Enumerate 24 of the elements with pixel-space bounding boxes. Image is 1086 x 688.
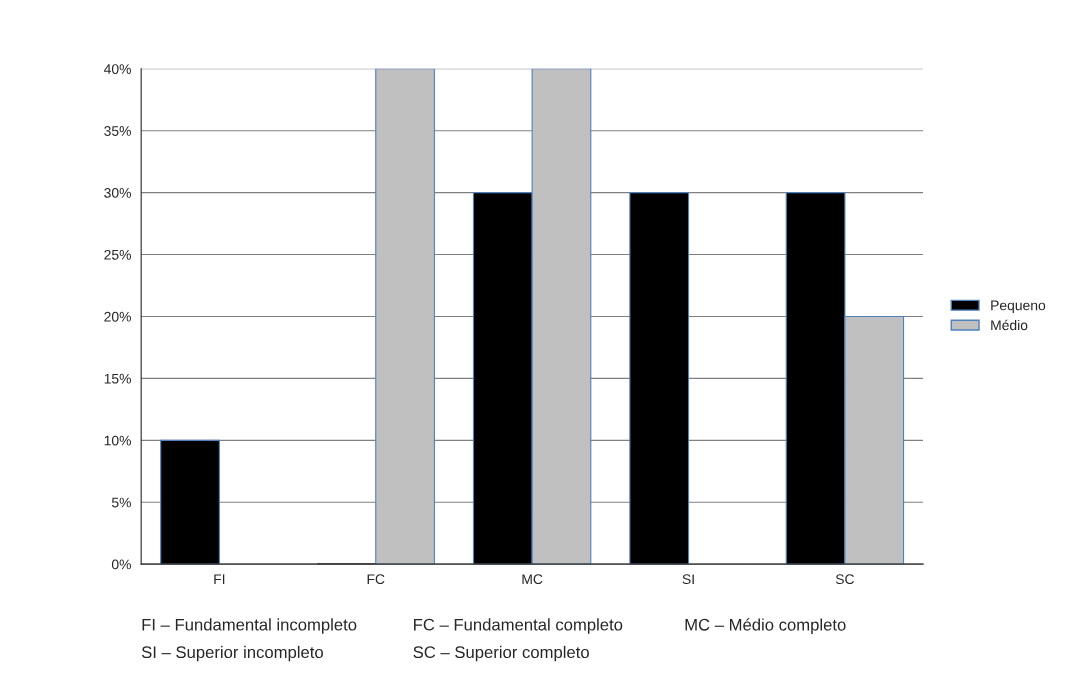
text: SI – Superior incompleto <box>141 645 323 662</box>
legend-label: Médio <box>991 319 1028 331</box>
y-tick-label: 10% <box>104 435 131 446</box>
x-tick-label: FC <box>367 574 385 585</box>
y-tick-label: 0% <box>111 559 131 570</box>
bar <box>160 439 220 565</box>
x-tick-label: FI <box>214 574 225 584</box>
bar <box>375 68 435 565</box>
legend-label: Pequeno <box>991 300 1046 314</box>
text: FI – Fundamental incompleto <box>142 618 357 634</box>
text: MC – Médio completo <box>685 618 846 634</box>
bar <box>629 192 690 565</box>
y-tick-label: 30% <box>104 187 131 198</box>
y-tick-label: 5% <box>111 497 131 508</box>
y-tick-label: 40% <box>103 64 131 74</box>
x-tick-label: MC <box>522 574 543 585</box>
y-tick-label: 35% <box>104 126 131 136</box>
text: FC – Fundamental completo <box>414 618 623 634</box>
x-tick-label: SI <box>682 574 694 585</box>
y-tick-label: 25% <box>104 249 131 260</box>
y-tick-label: 20% <box>104 311 131 322</box>
y-tick-label: 15% <box>104 373 131 384</box>
x-tick-label: SC <box>835 574 855 585</box>
text: SC – Superior completo <box>413 645 589 662</box>
